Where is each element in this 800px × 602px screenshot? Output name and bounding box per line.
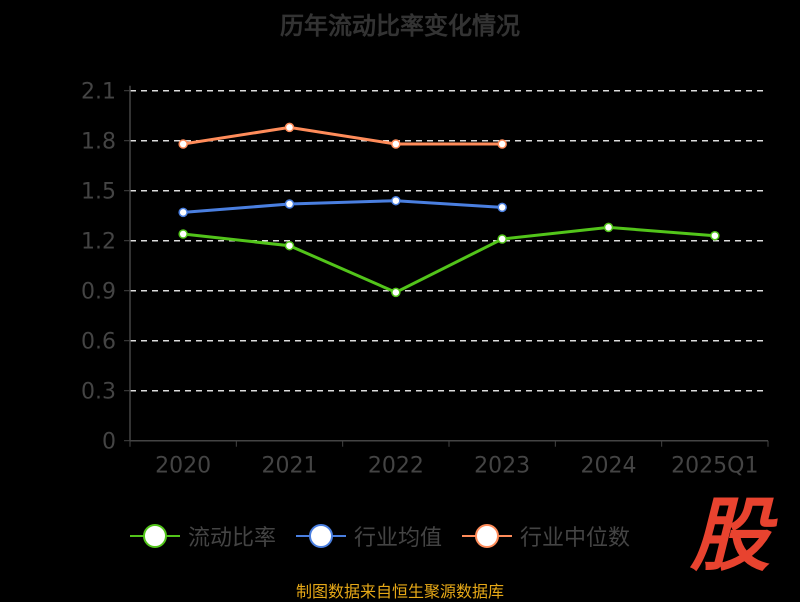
data-point: [178, 139, 188, 149]
legend-item[interactable]: 流动比率: [130, 520, 276, 552]
data-point: [178, 229, 188, 239]
legend: 流动比率 行业均值 行业中位数: [130, 520, 630, 552]
data-point: [391, 139, 401, 149]
series-line: [183, 199, 503, 214]
source-note: 制图数据来自恒生聚源数据库: [295, 582, 504, 601]
data-point: [710, 230, 720, 241]
x-tick-label: 2022: [368, 454, 424, 479]
legend-marker-icon: [130, 524, 180, 548]
legend-marker-icon: [462, 524, 513, 548]
data-point: [284, 199, 295, 209]
data-point: [391, 195, 401, 206]
series-line: [182, 125, 503, 146]
data-point: [178, 207, 188, 218]
y-tick-label: 2.1: [81, 80, 116, 105]
data-point: [497, 234, 507, 244]
legend-label: 流动比率: [188, 526, 277, 551]
data-point: [497, 202, 507, 213]
x-tick-label: 2024: [581, 454, 637, 479]
data-point: [284, 122, 295, 133]
series-line: [183, 225, 715, 295]
x-tick-label: 2023: [474, 454, 530, 479]
x-tick-label: 2020: [155, 454, 211, 479]
data-point: [284, 240, 295, 251]
chart-title: 历年流动比率变化情况: [280, 12, 520, 40]
brand-logo: 股: [690, 489, 770, 582]
y-tick-label: 0: [102, 430, 116, 455]
x-tick-label: 2025Q1: [671, 454, 758, 479]
legend-marker-icon: [296, 524, 347, 548]
legend-item[interactable]: 行业均值: [296, 520, 442, 552]
y-tick-label: 1.2: [81, 230, 116, 255]
y-tick-label: 1.5: [81, 180, 116, 205]
legend-label: 行业中位数: [520, 526, 631, 551]
y-tick-label: 0.3: [81, 380, 116, 405]
y-tick-label: 0.9: [81, 280, 116, 305]
legend-item[interactable]: 行业中位数: [462, 520, 630, 552]
x-tick-label: 2021: [262, 454, 318, 479]
y-tick-label: 1.8: [81, 130, 116, 155]
data-point: [497, 139, 507, 149]
legend-label: 行业均值: [354, 526, 443, 551]
data-point: [391, 287, 401, 298]
data-point: [603, 222, 614, 233]
y-tick-label: 0.6: [81, 330, 116, 355]
